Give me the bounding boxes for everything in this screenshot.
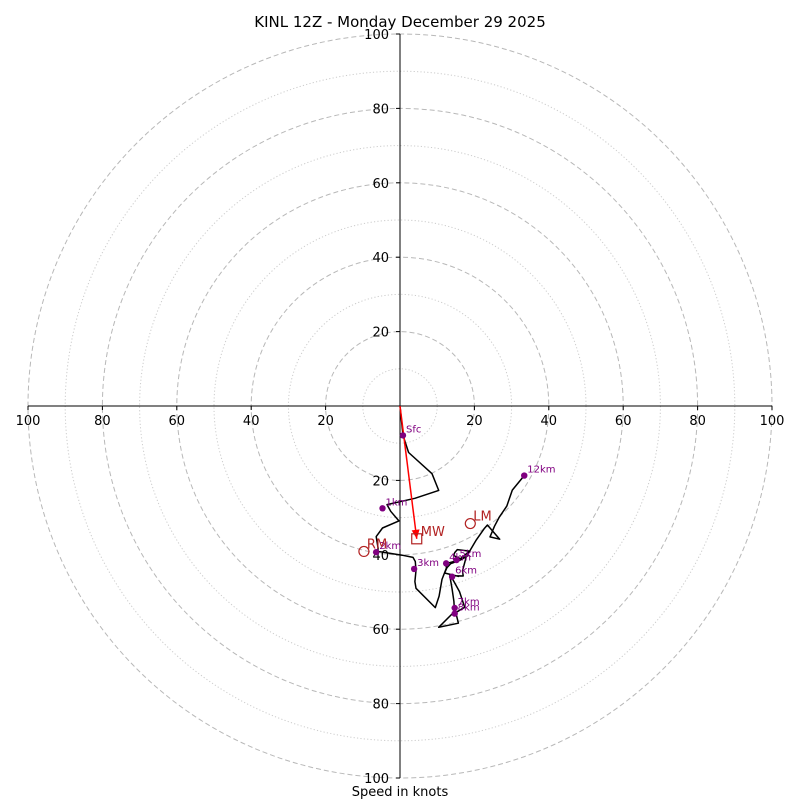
- storm-label-RM: RM: [367, 537, 387, 552]
- tick-label-right: 100: [760, 414, 785, 429]
- level-label-2km: 2km: [379, 541, 401, 552]
- tick-label-left: 100: [16, 414, 41, 429]
- shear-vector-line: [399, 405, 418, 539]
- tick-label-down: 80: [372, 698, 389, 713]
- tick-label-left: 40: [243, 414, 260, 429]
- tick-label-right: 40: [541, 414, 558, 429]
- tick-label-up: 20: [372, 326, 389, 341]
- level-label-3km: 3km: [417, 558, 439, 569]
- x-axis-label: Speed in knots: [352, 785, 449, 800]
- level-marker-6km: [448, 573, 456, 580]
- tick-label-down: 20: [372, 474, 389, 489]
- wind-profile: [375, 405, 525, 629]
- level-marker-2km: [372, 548, 380, 556]
- level-marker-Sfc: [399, 432, 407, 439]
- level-label-1km: 1km: [386, 497, 408, 508]
- chart-title: KINL 12Z - Monday December 29 2025: [254, 13, 545, 31]
- level-label-12km: 12km: [527, 465, 555, 476]
- tick-label-right: 20: [466, 414, 483, 429]
- level-marker-4km: [442, 560, 450, 567]
- level-marker-7km: [451, 604, 458, 612]
- level-label-4km: 4km: [449, 552, 471, 563]
- level-marker-1km: [379, 505, 386, 512]
- tick-label-left: 60: [169, 414, 186, 429]
- storm-label-LM: LM: [473, 510, 491, 525]
- tick-label-down: 60: [372, 623, 389, 638]
- tick-label-up: 80: [372, 102, 389, 117]
- tick-label-up: 60: [372, 177, 389, 192]
- level-label-Sfc: Sfc: [406, 424, 421, 435]
- storm-label-MW: MW: [421, 525, 445, 540]
- tick-label-left: 80: [94, 414, 111, 429]
- storm-marker-RM: [358, 545, 370, 558]
- tick-label-right: 60: [615, 414, 632, 429]
- level-marker-12km: [521, 472, 528, 479]
- level-label-7km: 7km: [458, 597, 480, 608]
- level-label-8km: 8km: [458, 603, 480, 614]
- level-marker-5km: [453, 556, 460, 564]
- storm-marker-LM: [464, 517, 476, 530]
- storm-marker-MW: [411, 533, 423, 545]
- storm-motion-markers: RM LM MW: [358, 510, 492, 558]
- tick-label-right: 80: [689, 414, 706, 429]
- hodograph-trace: [375, 405, 525, 629]
- level-marker-8km: [451, 610, 458, 617]
- tick-label-up: 40: [372, 251, 389, 266]
- level-label-6km: 6km: [455, 566, 477, 577]
- level-label-5km: 5km: [460, 549, 482, 560]
- tick-label-down: 100: [364, 772, 389, 787]
- level-marker-3km: [410, 565, 418, 573]
- tick-label-up: 100: [364, 28, 389, 43]
- tick-label-left: 20: [317, 414, 334, 429]
